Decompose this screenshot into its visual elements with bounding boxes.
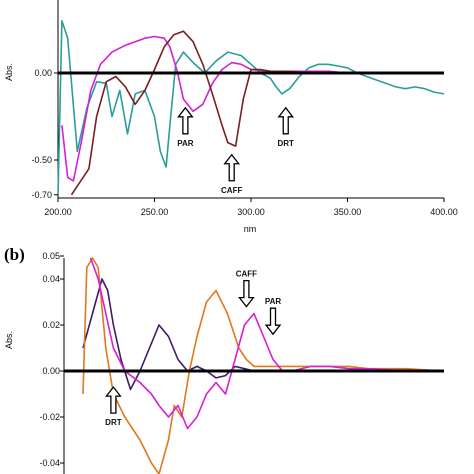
- y-tick-label: 0.00: [42, 366, 60, 376]
- annotation-label-caff: CAFF: [236, 270, 257, 279]
- annotation-arrow-par: [177, 106, 194, 135]
- panel-a-annotations: PAR CAFF DRT: [177, 106, 295, 195]
- panel-1-series-magenta: [89, 257, 444, 430]
- x-tick-label: 200.00: [44, 207, 72, 217]
- y-tick-label: 0.05: [42, 251, 60, 261]
- annotation-arrow-caff: [238, 279, 255, 308]
- y-tick-label: 0.02: [42, 320, 60, 330]
- panel-b-label: (b): [4, 245, 25, 264]
- y-tick-label: -0.50: [31, 155, 52, 165]
- panel-b: (b) 0.05 0.04 0.02 0.00 -0.02 -0.04 CAFF PAR DR…: [4, 245, 445, 474]
- y-tick-label: 0.00: [34, 68, 52, 78]
- panel-a-ticks: 0.00 -0.50 -0.70 200.00 250.00 300.00 350.00 40…: [31, 68, 457, 217]
- panel-a-y-axis-label: Abs.: [4, 63, 14, 81]
- panel-a: 0.00 -0.50 -0.70 200.00 250.00 300.00 350.00 40…: [4, 0, 458, 234]
- annotation-arrow-par: [264, 307, 282, 336]
- panel-b-annotations: CAFF PAR DRT: [105, 270, 282, 427]
- x-tick-label: 300.00: [237, 207, 265, 217]
- annotation-label-par: PAR: [265, 297, 282, 306]
- y-tick-label: -0.04: [39, 458, 60, 468]
- panel-b-series: [64, 257, 445, 474]
- panel-0-series-magenta: [61, 35, 444, 182]
- y-tick-label: -0.70: [31, 190, 52, 200]
- annotation-label-drt: DRT: [105, 418, 122, 427]
- panel-a-series: [57, 19, 445, 196]
- y-tick-label: 0.04: [42, 274, 60, 284]
- annotation-label-drt: DRT: [278, 139, 295, 148]
- panel-0-series-maroon: [70, 30, 444, 196]
- x-tick-label: 400.00: [430, 207, 458, 217]
- annotation-arrow-drt: [277, 106, 295, 135]
- annotation-label-caff: CAFF: [221, 186, 242, 195]
- annotation-arrow-caff: [223, 153, 241, 182]
- annotation-arrow-drt: [105, 386, 122, 414]
- panel-b-y-axis-label: Abs.: [4, 331, 14, 349]
- panel-a-x-axis-label: nm: [244, 224, 257, 234]
- x-tick-label: 250.00: [141, 207, 169, 217]
- panel-1-series-orange: [82, 257, 445, 474]
- x-tick-label: 350.00: [334, 207, 362, 217]
- y-tick-label: -0.02: [39, 412, 60, 422]
- annotation-label-par: PAR: [177, 139, 194, 148]
- panel-b-ticks: 0.05 0.04 0.02 0.00 -0.02 -0.04: [39, 251, 64, 468]
- panel-0-series-teal: [57, 19, 445, 195]
- panel-1-series-purple: [82, 278, 444, 391]
